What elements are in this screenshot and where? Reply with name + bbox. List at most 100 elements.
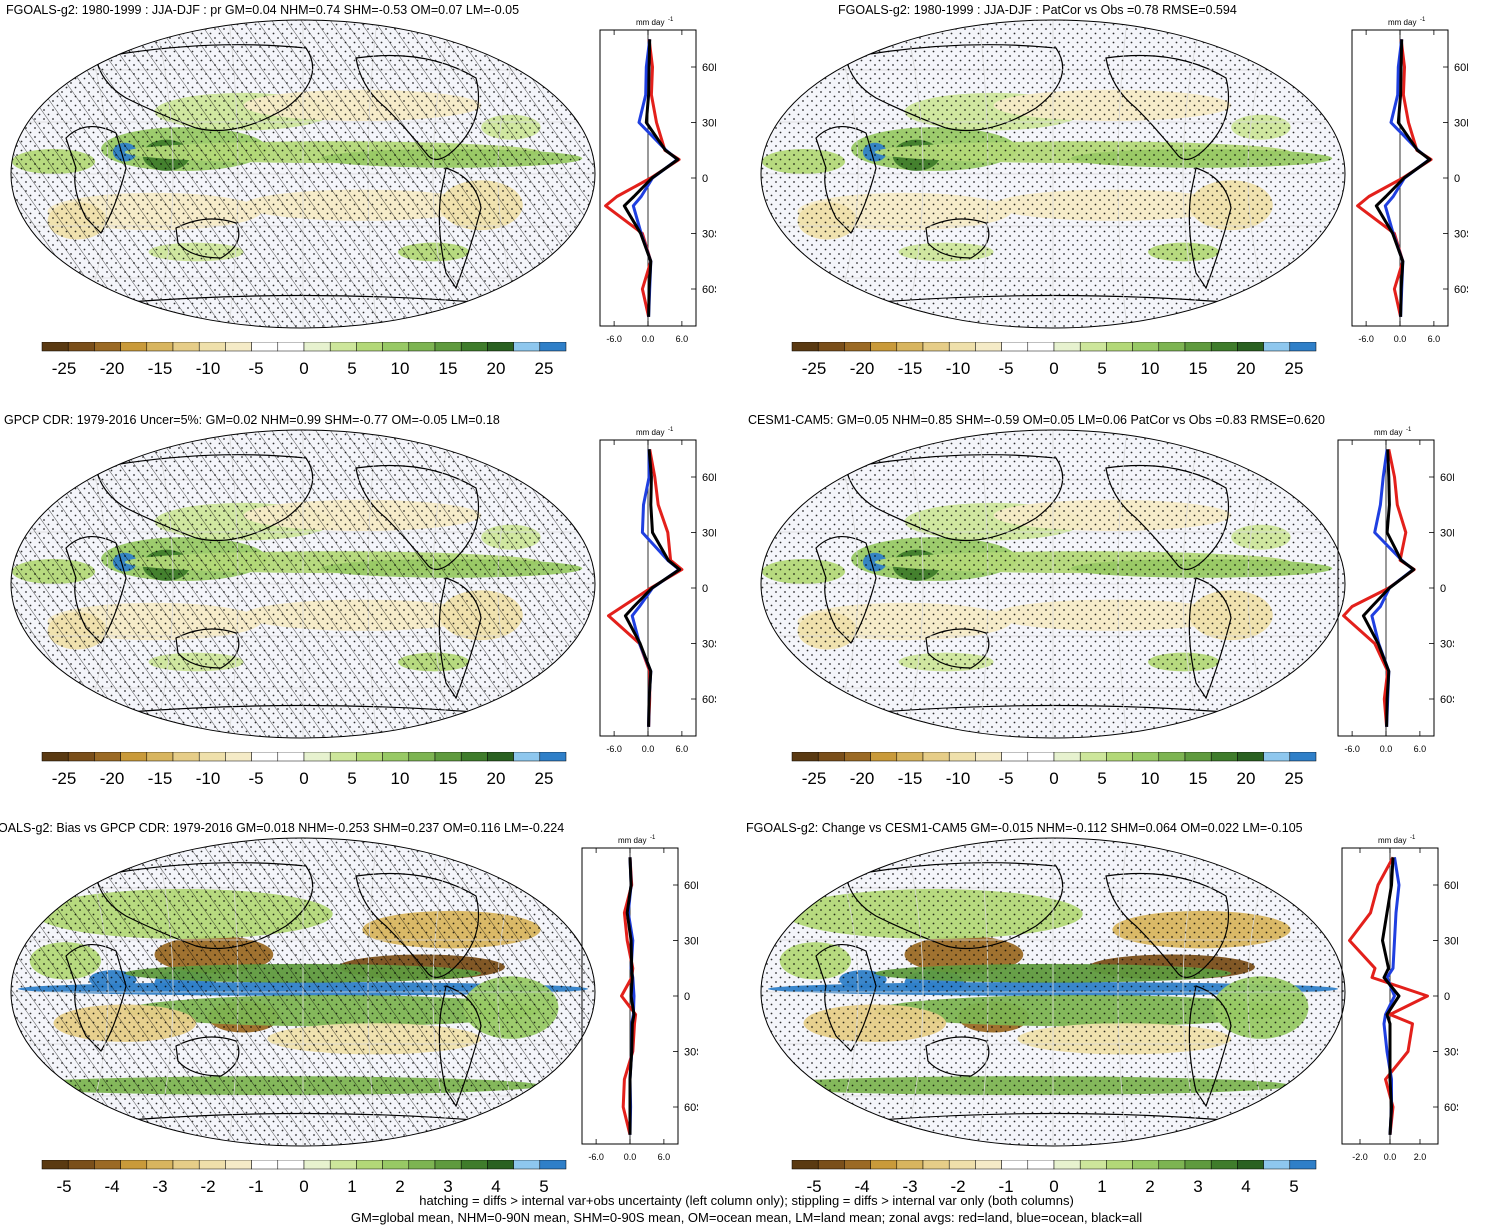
colorbar-segment <box>1001 752 1029 762</box>
colorbar-segment <box>1106 342 1133 352</box>
colorbar-segment <box>844 1160 871 1170</box>
colorbar-segment <box>198 342 226 352</box>
colorbar-segment <box>1158 752 1186 762</box>
colorbar-segment <box>172 1160 200 1170</box>
colorbar: -5 -4 -3 -2 -1 0 1 2 3 4 5 <box>41 1160 567 1196</box>
stippling-overlay <box>761 20 1345 328</box>
hatching-overlay <box>11 838 595 1146</box>
lat-tick-label: 60S <box>1444 1102 1458 1114</box>
colorbar-tick-label: 15 <box>1189 769 1208 788</box>
colorbar-segment <box>1289 1160 1317 1170</box>
panel-title: GPCP CDR: 1979-2016 Uncer=5%: GM=0.02 NH… <box>4 413 500 427</box>
colorbar-segment <box>948 752 976 762</box>
colorbar-tick-label: 25 <box>535 769 554 788</box>
colorbar-tick-label: 1 <box>1097 1177 1106 1196</box>
colorbar-segment <box>94 342 121 352</box>
hatching-overlay <box>11 20 595 328</box>
lat-tick-label: 30N <box>1454 118 1468 130</box>
colorbar-segment <box>146 752 174 762</box>
colorbar-segment <box>277 342 305 352</box>
zonal-mean-plot: mm day -1 -6.0 0.0 6.0 60N 30N 0 30S 60S <box>599 17 716 344</box>
colorbar-segment <box>120 1160 148 1170</box>
lat-tick-label: 30S <box>702 229 716 241</box>
colorbar-tick-label: 5 <box>347 359 356 378</box>
colorbar-segment <box>487 342 514 352</box>
colorbar-segment <box>791 342 819 352</box>
colorbar-segment <box>1289 752 1317 762</box>
colorbar-segment <box>408 342 436 352</box>
colorbar-tick-label: 0 <box>299 359 308 378</box>
colorbar-segment <box>1079 1160 1107 1170</box>
colorbar-tick-label: -2 <box>200 1177 215 1196</box>
world-map <box>760 837 1346 1147</box>
colorbar-segment <box>434 752 462 762</box>
lat-tick-label: 60N <box>684 880 698 892</box>
colorbar-segment <box>1132 752 1160 762</box>
footer-note-hatching: hatching = diffs > internal var+obs unce… <box>419 1193 1074 1208</box>
colorbar-segment <box>1237 342 1264 352</box>
colorbar-segment <box>1210 1160 1238 1170</box>
x-tick-label: 6.0 <box>676 334 689 344</box>
colorbar-segment <box>172 752 200 762</box>
zonal-unit-superscript: -1 <box>1420 17 1426 23</box>
lat-tick-label: 60N <box>1440 472 1454 484</box>
zonal-unit-superscript: -1 <box>650 835 656 841</box>
lat-tick-label: 60S <box>1454 284 1468 296</box>
x-tick-label: 0.0 <box>1394 334 1407 344</box>
colorbar: -25 -20 -15 -10 -5 0 5 10 15 20 25 <box>791 752 1317 788</box>
colorbar-segment <box>251 342 279 352</box>
colorbar-segment <box>1184 1160 1212 1170</box>
zonal-mean-plot: mm day -1 -6.0 0.0 6.0 60N 30N 0 30S 60S <box>581 835 698 1162</box>
x-tick-label: -6.0 <box>606 334 622 344</box>
map-outline <box>10 837 596 1147</box>
zonal-mean-plot: mm day -1 -2.0 0.0 2.0 60N 30N 0 30S 60S <box>1341 835 1458 1162</box>
colorbar: -25 -20 -15 -10 -5 0 5 10 15 20 25 <box>41 752 567 788</box>
colorbar-tick-label: 25 <box>535 359 554 378</box>
colorbar-tick-label: 20 <box>487 359 506 378</box>
colorbar-tick-label: -10 <box>946 359 971 378</box>
colorbar-segment <box>356 342 383 352</box>
colorbar-segment <box>1263 342 1291 352</box>
footer-note-definitions: GM=global mean, NHM=0-90N mean, SHM=0-90… <box>350 1210 1143 1225</box>
colorbar-segment <box>948 342 976 352</box>
colorbar-segment <box>460 752 488 762</box>
colorbar-segment <box>225 752 252 762</box>
zonal-series-all <box>623 449 682 727</box>
colorbar-tick-label: 5 <box>1097 769 1106 788</box>
colorbar-tick-label: 15 <box>1189 359 1208 378</box>
lat-tick-label: 30N <box>1444 936 1458 948</box>
panel-title: FGOALS-g2: 1980-1999 : JJA-DJF : pr GM=0… <box>6 3 520 17</box>
zonal-unit-label: mm day <box>1388 18 1416 27</box>
zonal-unit-superscript: -1 <box>1406 427 1412 433</box>
panel-title: FGOALS-g2: 1980-1999 : JJA-DJF : PatCor … <box>838 3 1237 17</box>
colorbar-tick-label: 15 <box>439 769 458 788</box>
colorbar-segment <box>844 342 871 352</box>
lat-tick-label: 30N <box>702 118 716 130</box>
colorbar-segment <box>975 342 1002 352</box>
zonal-unit-label: mm day <box>1374 428 1402 437</box>
colorbar-segment <box>1289 342 1317 352</box>
panel-bottom-right: FGOALS-g2: Change vs CESM1-CAM5 GM=-0.01… <box>746 818 1493 1226</box>
colorbar-tick-label: -10 <box>196 359 221 378</box>
lat-tick-label: 30N <box>684 936 698 948</box>
colorbar-segment <box>251 1160 279 1170</box>
colorbar-tick-label: 5 <box>347 769 356 788</box>
zonal-series-all <box>1381 857 1401 1135</box>
stippling-overlay <box>761 838 1345 1146</box>
zonal-mean-plot: mm day -1 -6.0 0.0 6.0 60N 30N 0 30S 60S <box>599 427 716 754</box>
colorbar-segment <box>146 1160 174 1170</box>
colorbar-tick-label: 4 <box>1241 1177 1250 1196</box>
colorbar-tick-label: 4 <box>491 1177 500 1196</box>
colorbar-tick-label: 25 <box>1285 769 1304 788</box>
colorbar-segment <box>41 1160 69 1170</box>
colorbar-segment <box>1001 1160 1029 1170</box>
zonal-series-all <box>622 39 680 317</box>
zonal-unit-label: mm day <box>618 836 646 845</box>
colorbar-tick-label: 2 <box>395 1177 404 1196</box>
zonal-series-land <box>1356 39 1433 318</box>
colorbar-tick-label: -20 <box>850 359 875 378</box>
colorbar-segment <box>817 342 845 352</box>
colorbar-segment <box>513 1160 541 1170</box>
colorbar-tick-label: -25 <box>802 359 827 378</box>
colorbar-tick-label: -20 <box>100 769 125 788</box>
